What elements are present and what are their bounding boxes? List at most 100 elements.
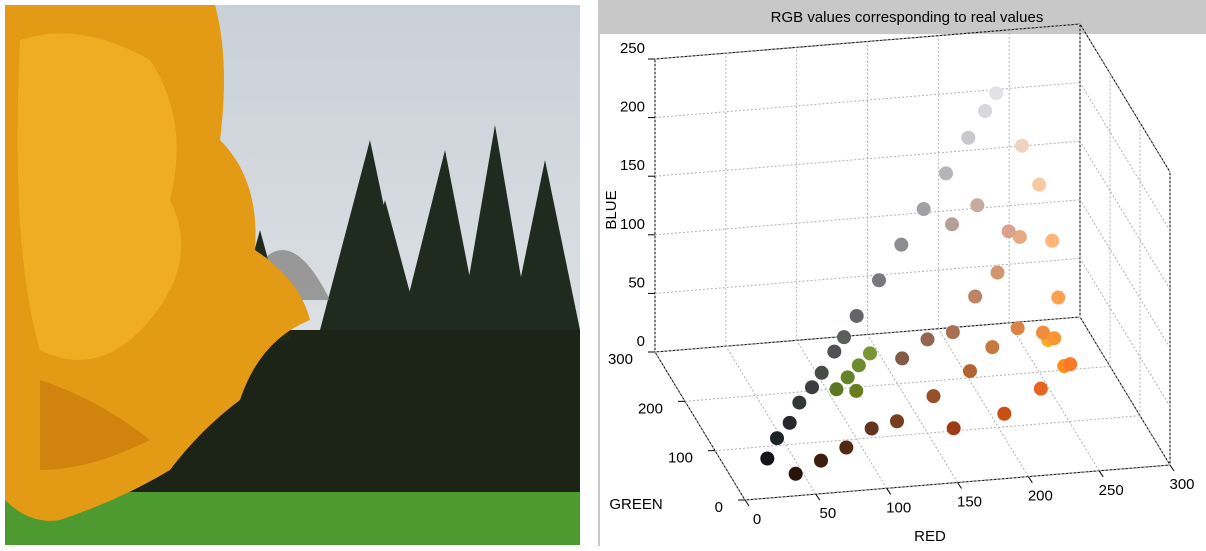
x-tick	[744, 499, 750, 507]
point	[985, 340, 1000, 355]
point	[840, 370, 855, 385]
grid-line	[1079, 82, 1171, 231]
grid-line	[1079, 316, 1171, 466]
z-tick-label: 0	[637, 333, 645, 350]
point	[963, 364, 977, 379]
point	[814, 365, 829, 380]
grid-line	[1079, 23, 1171, 173]
point	[863, 346, 877, 361]
point	[1015, 138, 1029, 153]
point	[978, 104, 993, 119]
grid-line	[867, 334, 958, 483]
x-tick	[1098, 470, 1104, 478]
point	[829, 382, 844, 397]
point	[968, 289, 983, 304]
photo	[5, 5, 580, 545]
z-tick-label: 100	[620, 216, 645, 233]
point	[1051, 290, 1066, 305]
point	[945, 217, 959, 232]
point	[1045, 233, 1060, 248]
grid-line	[654, 23, 1081, 60]
point	[1012, 229, 1027, 244]
z-tick-label: 250	[620, 40, 645, 57]
point	[894, 237, 909, 252]
x-tick-label: 50	[819, 505, 836, 522]
point	[1047, 331, 1062, 346]
point	[989, 86, 1004, 101]
y-tick-label: 100	[668, 450, 693, 467]
grid-line	[654, 316, 1081, 353]
point	[895, 351, 910, 366]
grid-line	[1079, 140, 1171, 290]
point	[864, 421, 879, 436]
point	[1010, 321, 1025, 336]
chart-title: RGB values corresponding to real values	[771, 9, 1044, 26]
point	[788, 466, 803, 481]
grid-line	[714, 415, 1141, 452]
x-tick	[957, 482, 962, 489]
point	[945, 325, 960, 340]
x-tick	[1027, 476, 1033, 483]
x-tick-label: 150	[957, 493, 982, 510]
y-tick-label: 0	[715, 499, 723, 516]
point	[1036, 325, 1050, 340]
x-axis-label: RED	[914, 528, 946, 545]
point	[839, 440, 854, 455]
point	[926, 389, 941, 404]
point	[805, 380, 819, 395]
point	[827, 344, 842, 359]
chart: RGB values corresponding to real values …	[603, 9, 1195, 545]
plot-area	[600, 34, 1206, 546]
point	[792, 395, 807, 410]
z-tick-label: 50	[628, 274, 645, 291]
grid-line	[1079, 258, 1171, 407]
z-axis-label: BLUE	[603, 190, 620, 229]
x-tick	[886, 488, 892, 495]
grid-line	[796, 340, 888, 489]
z-tick-label: 200	[620, 99, 645, 116]
point	[939, 166, 953, 181]
point	[990, 265, 1005, 280]
point	[970, 198, 985, 213]
grid-line	[654, 351, 746, 501]
x-tick	[1169, 464, 1175, 472]
grid-line	[684, 365, 1111, 402]
point	[1001, 224, 1016, 239]
grid-line	[1008, 322, 1100, 472]
point	[890, 414, 904, 429]
point	[916, 202, 931, 217]
point	[782, 415, 797, 430]
point	[849, 383, 864, 398]
grid-line	[654, 140, 1081, 177]
point	[814, 453, 828, 468]
grid-line	[654, 199, 1081, 236]
point	[961, 130, 976, 145]
point	[1033, 381, 1048, 396]
point	[760, 451, 775, 466]
x-tick-label: 200	[1028, 488, 1053, 505]
grid-line	[1079, 199, 1171, 349]
grid-line	[654, 257, 1081, 294]
y-tick-label: 300	[608, 351, 633, 368]
point	[849, 308, 864, 323]
x-tick-label: 100	[886, 499, 911, 516]
y-axis-label: GREEN	[609, 496, 662, 513]
point	[872, 273, 886, 288]
grid-line	[654, 82, 1081, 119]
point	[946, 421, 961, 436]
x-tick-label: 0	[753, 511, 761, 528]
x-tick-label: 300	[1169, 476, 1194, 493]
point	[1032, 177, 1047, 192]
x-tick-label: 250	[1099, 482, 1124, 499]
y-tick-label: 200	[638, 400, 663, 417]
grid-line	[937, 328, 1029, 477]
point	[770, 431, 784, 446]
x-tick	[815, 493, 821, 501]
z-tick-label: 150	[620, 157, 645, 174]
point	[851, 358, 866, 373]
point	[837, 330, 851, 345]
point	[997, 406, 1012, 421]
point	[920, 332, 935, 347]
